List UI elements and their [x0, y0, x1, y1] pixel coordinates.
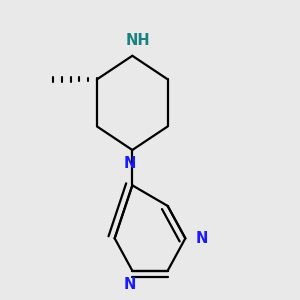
Text: N: N — [196, 231, 208, 246]
Text: N: N — [123, 156, 136, 171]
Text: N: N — [123, 277, 136, 292]
Text: NH: NH — [126, 33, 151, 48]
